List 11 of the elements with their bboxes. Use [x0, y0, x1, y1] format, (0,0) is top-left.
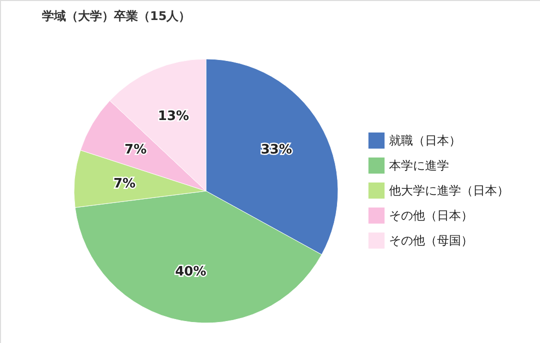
- legend-label: 他大学に進学（日本）: [389, 184, 509, 198]
- chart-title: 学域（大学）卒業（15人）: [42, 9, 191, 23]
- data-label: 40%: [175, 264, 206, 280]
- legend-label: その他（母国）: [389, 234, 473, 248]
- data-label: 13%: [158, 108, 190, 124]
- data-label: 33%: [260, 142, 292, 158]
- data-label: 7%: [113, 176, 136, 192]
- legend-label: 本学に進学: [389, 158, 449, 172]
- data-label: 7%: [124, 142, 147, 158]
- legend-label: その他（日本）: [389, 208, 473, 222]
- legend-label: 就職（日本）: [389, 134, 461, 148]
